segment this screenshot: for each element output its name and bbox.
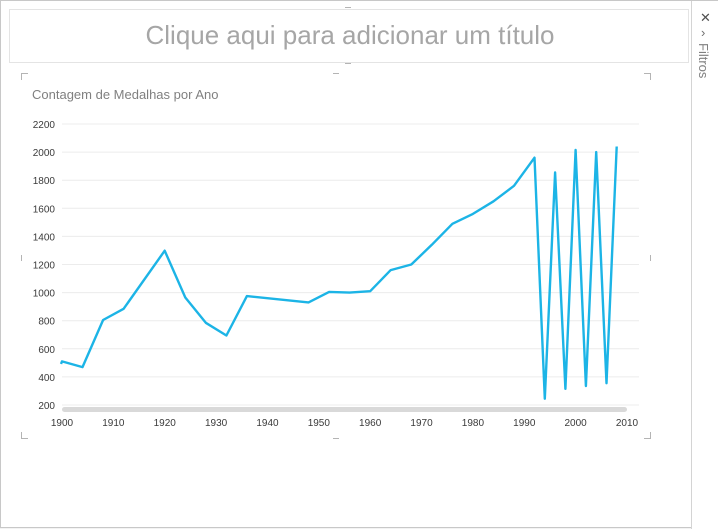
corner-handle-bl-v[interactable]: [21, 432, 22, 439]
y-tick-label: 800: [38, 317, 55, 328]
series-line-medal-count: [59, 146, 618, 400]
y-tick-label: 1600: [33, 204, 56, 215]
x-tick-label: 2010: [616, 418, 639, 429]
line-chart: 200 400 600 800 1000 1200 1400 1600 1800 2000 2200…: [33, 120, 639, 429]
y-tick-label: 200: [38, 401, 55, 412]
chart-title: Contagem de Medalhas por Ano: [32, 87, 219, 102]
corner-handle-tl-h[interactable]: [21, 73, 28, 74]
y-tick-label: 2000: [33, 148, 56, 159]
y-tick-label: 1400: [33, 232, 56, 243]
corner-handle-br-h[interactable]: [644, 438, 651, 439]
edge-handle-top[interactable]: [333, 73, 339, 74]
filters-label[interactable]: Filtros: [696, 43, 711, 79]
y-tick-label: 1200: [33, 261, 56, 272]
x-tick-label: 1940: [256, 418, 279, 429]
corner-handle-tr-h[interactable]: [644, 73, 651, 74]
x-tick-label: 1900: [51, 418, 74, 429]
corner-handle-br-v[interactable]: [650, 432, 651, 439]
chevron-right-icon[interactable]: ›: [701, 25, 706, 40]
corner-handle-tr-v[interactable]: [650, 73, 651, 80]
edge-handle-right[interactable]: [650, 255, 651, 261]
x-tick-label: 1990: [513, 418, 536, 429]
x-tick-label: 1950: [308, 418, 331, 429]
report-title-area[interactable]: Clique aqui para adicionar um título: [9, 9, 689, 63]
x-tick-label: 1960: [359, 418, 382, 429]
x-tick-label: 1910: [102, 418, 125, 429]
close-icon[interactable]: ✕: [700, 10, 711, 25]
x-tick-label: 1980: [462, 418, 485, 429]
y-tick-label: 600: [38, 345, 55, 356]
corner-handle-bl-h[interactable]: [21, 438, 28, 439]
y-tick-label: 1000: [33, 289, 56, 300]
y-tick-label: 2200: [33, 120, 56, 131]
y-tick-label: 400: [38, 373, 55, 384]
x-tick-label: 1920: [154, 418, 177, 429]
x-tick-label: 2000: [565, 418, 588, 429]
filters-pane[interactable]: ✕ › Filtros: [691, 1, 718, 529]
corner-handle-tl-v[interactable]: [21, 73, 22, 80]
title-resize-handle[interactable]: [345, 63, 351, 64]
title-resize-handle[interactable]: [345, 7, 351, 8]
edge-handle-bottom[interactable]: [333, 438, 339, 439]
horizontal-scrollbar[interactable]: [62, 407, 627, 412]
y-tick-label: 1800: [33, 176, 56, 187]
report-title-placeholder[interactable]: Clique aqui para adicionar um título: [145, 20, 555, 50]
chart-visual-frame[interactable]: [21, 73, 651, 439]
x-tick-label: 1970: [410, 418, 433, 429]
x-tick-label: 1930: [205, 418, 228, 429]
edge-handle-left[interactable]: [21, 255, 22, 261]
